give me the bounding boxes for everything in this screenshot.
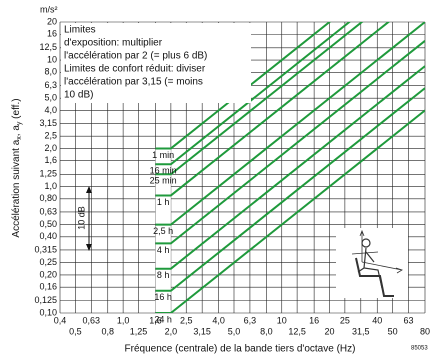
x-tick-label: 0,5 [69,326,82,336]
y-tick-label: 5,0 [44,93,57,103]
y-tick-label: 1,0 [44,181,57,191]
x-tick-label: 4,0 [212,315,225,325]
y-tick-label: 16 [47,29,57,39]
x-tick-label: 0,63 [83,315,101,325]
annotation-line: l'accélération par 3,15 (= moins [64,77,203,88]
y-tick-label: 0,315 [34,244,57,254]
curve [155,22,351,166]
y-label-subscript: y [16,121,23,125]
x-tick-label: 50 [388,326,398,336]
x-tick-label: 5,0 [228,326,241,336]
y-tick-label: 0,20 [39,269,57,279]
curve [155,22,391,197]
annotation-line: d'exposition: multiplier [64,38,163,49]
y-tick-label: 3,15 [39,118,57,128]
curve [155,40,425,245]
annotation-line: 10 dB) [64,90,93,101]
curve [155,109,425,313]
curve-label: 16 min [150,166,177,176]
y-tick-label: 0,63 [39,206,57,216]
x-tick-label: 20 [324,326,334,336]
figure-code: 85053 [411,346,428,352]
x-axis-label: Fréquence (centrale) de la bande tiers d… [125,344,356,355]
x-tick-label: 1,6 [149,315,162,325]
x-tick-label: 25 [340,315,350,325]
y-tick-label: 6,3 [44,80,57,90]
curve [155,87,425,292]
y-tick-label: 0,40 [39,231,57,241]
y-tick-label: 12,5 [39,42,57,52]
y-tick-label: 0,16 [39,282,57,292]
y-tick-label: 1,6 [44,155,57,165]
y-tick-label: 0,25 [39,257,57,267]
x-tick-label: 80 [420,326,430,336]
seated-person-icon [336,228,408,298]
x-tick-label: 8,0 [260,326,273,336]
y-label-part: (eff.) [11,98,22,121]
curve [155,65,425,270]
y-tick-label: 1,25 [39,169,57,179]
annotation-line: Limites [64,25,96,36]
x-tick-label: 2,5 [180,315,193,325]
x-tick-label: 12,5 [288,326,306,336]
curve-label: 1 min [152,150,174,160]
x-tick-label: 2,0 [165,326,178,336]
curves [155,22,425,313]
y-tick-label: 2,5 [44,131,57,141]
x-tick-label: 1,25 [130,326,148,336]
curve-label: 8 h [157,270,170,280]
curve [155,22,425,226]
curve-label: 24 h [154,314,172,324]
curve [155,22,332,150]
x-tick-label: 0,8 [101,326,114,336]
x-tick-label: 40 [372,315,382,325]
annotation-line: l'accélération par 2 (= plus 6 dB) [64,51,207,62]
x-tick-label: 6,3 [244,315,257,325]
x-tick-label: 0,4 [54,315,67,325]
label-strip [155,147,171,313]
annotation-line: Limites de confort réduit: diviser [64,64,206,75]
y-tick-label: 10 [47,54,57,64]
y-tick-label: 20 [47,16,57,26]
curve-label: 16 h [154,292,172,302]
curve [155,22,364,176]
x-tick-label: 10 [277,315,287,325]
y-tick-label: 0,125 [34,295,57,305]
scale-arrow [86,186,92,251]
curve-label: 2,5 h [153,226,173,236]
curve-label: 4 h [157,245,170,255]
scale-annotation: 10 dB [76,206,86,230]
annotation-background [61,23,251,103]
y-tick-label: 0,80 [39,193,57,203]
curve-label: 1 h [157,197,170,207]
x-tick-label: 63 [404,315,414,325]
y-axis-label: Accélération suivant ax, ay (eff.) [11,98,24,237]
y-tick-label: 4,0 [44,105,57,115]
y-tick-label: 0,50 [39,219,57,229]
x-tick-label: 16 [309,315,319,325]
annotation-box: Limites d'exposition: multiplier l'accélér… [61,23,251,103]
y-label-part: , a [11,125,22,137]
y-label-part: Accélération suivant a [11,139,22,237]
y-tick-label: 2,0 [44,143,57,153]
y-unit: m/s² [40,4,58,14]
x-tick-label: 3,15 [193,326,211,336]
x-tick-label: 1,0 [117,315,130,325]
y-tick-label: 0,10 [39,307,57,317]
curve-label: 25 min [150,176,177,186]
y-tick-label: 8,0 [44,67,57,77]
x-tick-label: 31,5 [352,326,370,336]
y-label-subscript: x [16,136,23,140]
